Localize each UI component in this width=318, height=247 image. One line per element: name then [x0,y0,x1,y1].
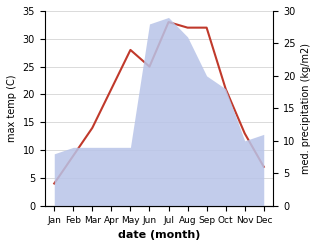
X-axis label: date (month): date (month) [118,230,200,240]
Y-axis label: med. precipitation (kg/m2): med. precipitation (kg/m2) [301,43,311,174]
Y-axis label: max temp (C): max temp (C) [7,75,17,142]
